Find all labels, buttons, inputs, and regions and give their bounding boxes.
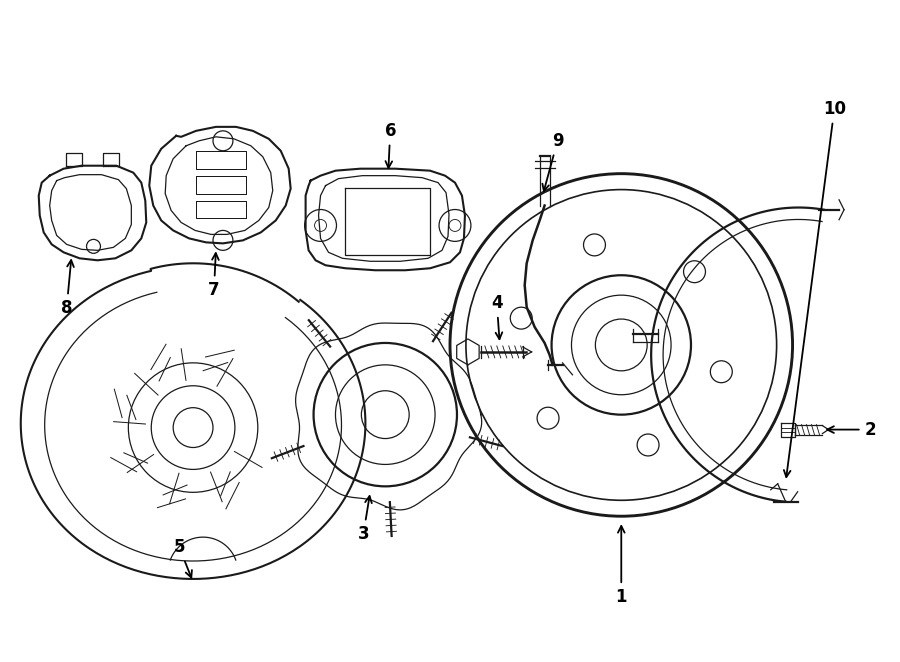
Text: 6: 6 xyxy=(384,122,396,168)
Text: 8: 8 xyxy=(61,260,74,317)
Text: 2: 2 xyxy=(827,420,876,439)
Text: 5: 5 xyxy=(174,538,192,577)
Text: 4: 4 xyxy=(491,294,502,339)
Text: 7: 7 xyxy=(208,253,220,299)
Text: 1: 1 xyxy=(616,526,627,606)
Text: 9: 9 xyxy=(543,132,563,191)
Text: 3: 3 xyxy=(357,496,372,543)
Text: 10: 10 xyxy=(784,100,846,477)
